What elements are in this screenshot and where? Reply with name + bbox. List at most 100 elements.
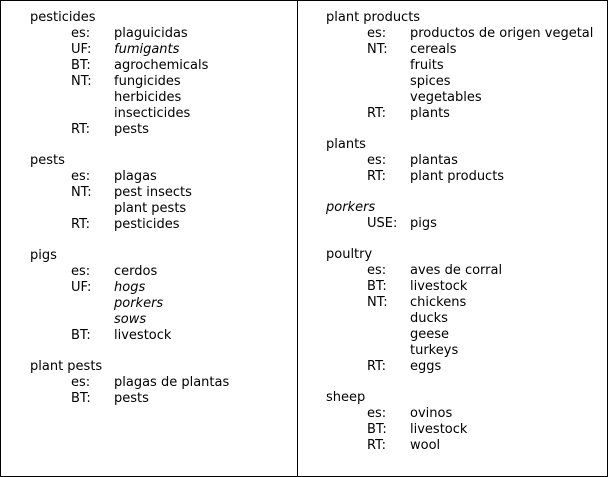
relation-code: BT: (71, 58, 91, 73)
relation-row: spices (326, 74, 601, 90)
relation-row: es: productos de origen vegetal (326, 26, 601, 42)
relation-row: ducks (326, 311, 601, 327)
relation-row: es: plantas (326, 153, 601, 169)
entry-pesticides: pesticides es: plaguicidas UF: fumigants BT: a… (30, 10, 292, 138)
relation-value: ovinos (410, 406, 453, 421)
entry-pests: pests es: plagas NT: pest insects plant pests… (30, 153, 292, 233)
relation-row: es: plagas de plantas (30, 375, 292, 391)
relation-code: es: (71, 375, 91, 390)
relation-value: ducks (410, 311, 448, 326)
relation-value: plaguicidas (114, 26, 188, 41)
relation-code: es: (367, 153, 387, 168)
relation-row: UF: hogs (30, 280, 292, 296)
relation-code: USE: (367, 216, 398, 231)
relation-row: RT: plant products (326, 169, 601, 185)
relation-code: NT: (367, 295, 388, 310)
relation-row: es: plaguicidas (30, 26, 292, 42)
relation-value: pest insects (114, 185, 192, 200)
relation-row: NT: cereals (326, 42, 601, 58)
entry-term: plant products (326, 10, 421, 25)
entry-plants: plants es: plantas RT: plant products (326, 137, 601, 185)
relation-code: BT: (71, 391, 91, 406)
relation-code: BT: (367, 422, 387, 437)
relation-code: RT: (367, 359, 386, 374)
relation-value: vegetables (410, 90, 482, 105)
relation-value: insecticides (114, 106, 191, 121)
relation-row: sows (30, 312, 292, 328)
entry-term: plant pests (30, 359, 103, 374)
relation-row: RT: eggs (326, 359, 601, 375)
relation-value: turkeys (410, 343, 459, 358)
relation-value: geese (410, 327, 450, 342)
relation-value: eggs (410, 359, 442, 374)
relation-code: es: (71, 169, 91, 184)
relation-value: productos de origen vegetal (410, 26, 594, 41)
entry-term: pests (30, 153, 65, 168)
relation-value: cerdos (114, 264, 158, 279)
column-divider (297, 1, 298, 476)
relation-value: agrochemicals (114, 58, 209, 73)
relation-value: porkers (114, 296, 164, 311)
entry-term: poultry (326, 247, 373, 262)
relation-code: RT: (367, 438, 386, 453)
relation-value: spices (410, 74, 451, 89)
relation-code: RT: (367, 169, 386, 184)
relation-row: NT: fungicides (30, 74, 292, 90)
entry-term: pesticides (30, 10, 96, 25)
relation-value: plagas de plantas (114, 375, 230, 390)
relation-code: UF: (71, 42, 92, 57)
thesaurus-left-column: pesticides es: plaguicidas UF: fumigants BT: a… (30, 10, 292, 422)
relation-value: wool (410, 438, 441, 453)
relation-row: plant pests (30, 201, 292, 217)
relation-value: plants (410, 106, 450, 121)
relation-code: UF: (71, 280, 92, 295)
relation-code: es: (71, 26, 91, 41)
relation-row: turkeys (326, 343, 601, 359)
relation-row: fruits (326, 58, 601, 74)
relation-value: herbicides (114, 90, 182, 105)
relation-row: geese (326, 327, 601, 343)
relation-row: NT: chickens (326, 295, 601, 311)
relation-code: BT: (367, 279, 387, 294)
relation-code: es: (367, 263, 387, 278)
entry-term: plants (326, 137, 366, 152)
relation-code: es: (71, 264, 91, 279)
relation-row: UF: fumigants (30, 42, 292, 58)
relation-row: BT: livestock (30, 328, 292, 344)
relation-value: hogs (114, 280, 146, 295)
relation-row: es: aves de corral (326, 263, 601, 279)
relation-row: es: ovinos (326, 406, 601, 422)
relation-row: RT: pesticides (30, 217, 292, 233)
relation-value: pesticides (114, 217, 180, 232)
relation-value: cereals (410, 42, 457, 57)
relation-value: fruits (410, 58, 444, 73)
relation-row: BT: agrochemicals (30, 58, 292, 74)
relation-value: plagas (114, 169, 157, 184)
entry-poultry: poultry es: aves de corral BT: livestock NT: c… (326, 247, 601, 375)
relation-code: BT: (71, 328, 91, 343)
relation-value: livestock (114, 328, 172, 343)
entry-plant-products: plant products es: productos de origen veg… (326, 10, 601, 122)
relation-value: fungicides (114, 74, 181, 89)
thesaurus-right-column: plant products es: productos de origen veg… (326, 10, 601, 469)
relation-value: plant pests (114, 201, 187, 216)
relation-value: pigs (410, 216, 437, 231)
relation-code: es: (367, 26, 387, 41)
relation-row: es: cerdos (30, 264, 292, 280)
relation-value: pests (114, 122, 149, 137)
relation-code: es: (367, 406, 387, 421)
relation-code: RT: (71, 217, 90, 232)
relation-value: livestock (410, 279, 468, 294)
relation-row: BT: livestock (326, 279, 601, 295)
relation-value: pests (114, 391, 149, 406)
relation-value: plantas (410, 153, 458, 168)
relation-row: herbicides (30, 90, 292, 106)
relation-value: sows (114, 312, 147, 327)
relation-row: BT: livestock (326, 422, 601, 438)
relation-value: aves de corral (410, 263, 503, 278)
relation-code: RT: (367, 106, 386, 121)
relation-value: plant products (410, 169, 505, 184)
relation-value: fumigants (114, 42, 180, 57)
relation-row: RT: plants (326, 106, 601, 122)
